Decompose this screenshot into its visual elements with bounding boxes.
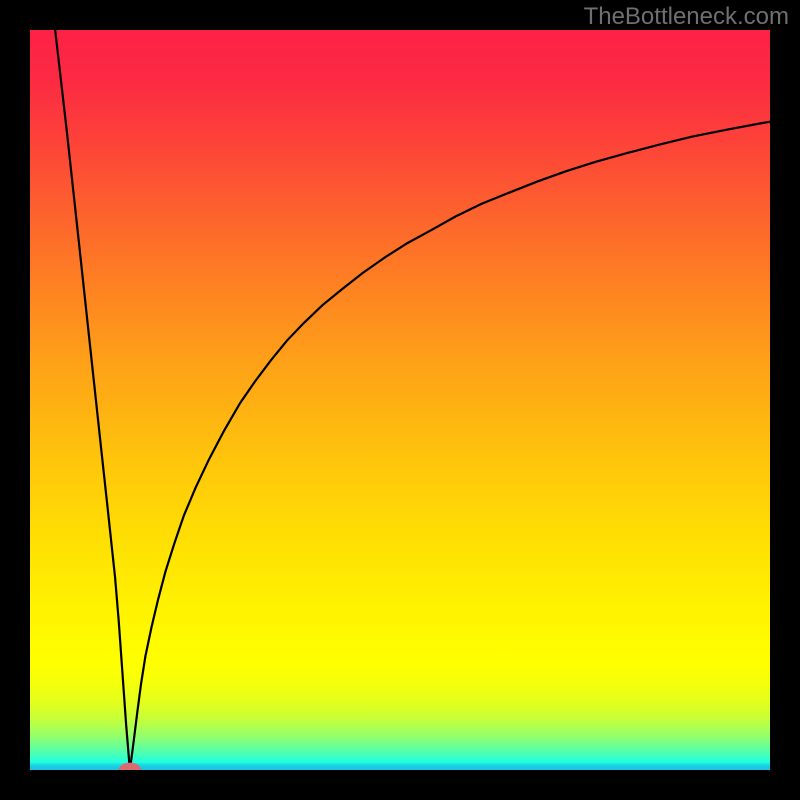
bottleneck-chart: TheBottleneck.com [0, 0, 800, 800]
watermark-text: TheBottleneck.com [584, 3, 789, 30]
chart-background [30, 30, 770, 770]
chart-container: TheBottleneck.com [0, 0, 800, 800]
